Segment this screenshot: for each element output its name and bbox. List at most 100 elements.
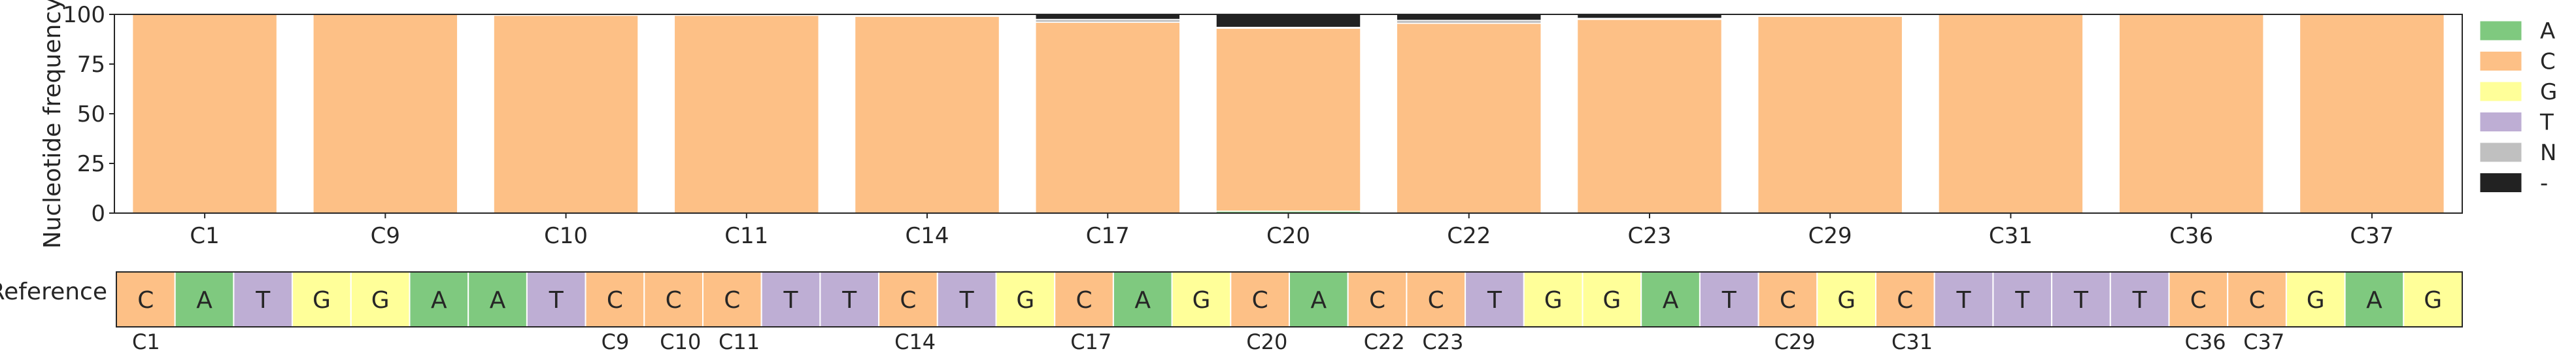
x-tick-label: C14: [906, 223, 949, 249]
bar-C37-C: [2299, 14, 2445, 214]
legend-label: A: [2540, 18, 2555, 44]
legend-swatch: [2479, 112, 2522, 132]
reference-base: T: [1956, 287, 1972, 314]
y-axis: 0 25 50 75 100: [63, 2, 114, 227]
reference-base: G: [1192, 287, 1210, 314]
y-tick-label: 0: [91, 201, 105, 227]
x-tick-label: C10: [544, 223, 588, 249]
legend-label: T: [2539, 110, 2554, 136]
reference-base: A: [490, 287, 506, 314]
reference-base: T: [549, 287, 564, 314]
x-axis: C1 C9 C10 C11 C14 C17 C20 C22 C23 C29 C31 C36 C37: [190, 213, 2394, 249]
reference-cell: [1992, 271, 2053, 328]
reference-base: G: [2307, 287, 2325, 314]
reference-position-label: C1: [132, 329, 160, 353]
legend-swatch: [2479, 173, 2522, 193]
reference-base: C: [1369, 287, 1385, 314]
reference-cell: [467, 271, 528, 328]
bar-C23-C: [1576, 18, 1723, 214]
reference-cell: [819, 271, 880, 328]
reference-base: A: [431, 287, 447, 314]
reference-base: C: [2190, 287, 2207, 314]
x-tick-label: C22: [1447, 223, 1491, 249]
y-tick-label: 25: [77, 151, 105, 177]
bar-C10-C: [493, 14, 639, 214]
x-tick-label: C23: [1627, 223, 1671, 249]
x-tick-label: C17: [1086, 223, 1130, 249]
legend-swatch: [2479, 142, 2522, 163]
reference-base: C: [1252, 287, 1268, 314]
reference-cell: [1933, 271, 1994, 328]
reference-cell: [409, 271, 469, 328]
x-tick-label: C29: [1808, 223, 1852, 249]
bar-plot: [131, 14, 2445, 214]
reference-position-labels: C1 C9 C10 C11 C14 C17 C20 C22 C23 C29 C31 C36 C37: [132, 329, 2284, 353]
bar-C17-gap: [1035, 14, 1181, 20]
bar-C29-C: [1757, 16, 1903, 214]
reference-cell: [2227, 271, 2287, 328]
reference-cell: [1347, 271, 1408, 328]
legend-swatch: [2479, 51, 2522, 71]
plot-frame: [114, 14, 2463, 214]
bar-C14-C: [854, 16, 1000, 214]
reference-cell: [1699, 271, 1759, 328]
x-tick-label: C9: [371, 223, 400, 249]
reference-cell: [1112, 271, 1173, 328]
reference-base: G: [371, 287, 390, 314]
reference-base: A: [196, 287, 212, 314]
reference-cell: [2168, 271, 2229, 328]
y-tick-label: 75: [77, 52, 105, 78]
reference-base: T: [2073, 287, 2089, 314]
bar-C20-C: [1215, 27, 1361, 212]
reference-cell: [1230, 271, 1291, 328]
x-tick-label: C1: [190, 223, 219, 249]
bar-C22-gap: [1396, 14, 1542, 21]
reference-base: T: [841, 287, 857, 314]
reference-base: C: [1780, 287, 1796, 314]
reference-position-label: C37: [2243, 329, 2284, 353]
reference-base: C: [1428, 287, 1444, 314]
legend-label: G: [2540, 79, 2557, 105]
reference-base: T: [959, 287, 975, 314]
reference-base: T: [255, 287, 271, 314]
y-tick-label: 50: [77, 101, 105, 127]
reference-base: G: [1837, 287, 1856, 314]
reference-base: G: [1544, 287, 1563, 314]
x-tick-label: C37: [2350, 223, 2394, 249]
bar-C1-C: [131, 14, 278, 214]
reference-cell: [2285, 271, 2346, 328]
bar-C9-C: [313, 14, 458, 214]
reference-base: T: [2014, 287, 2030, 314]
reference-base: G: [1016, 287, 1034, 314]
reference-base: G: [2424, 287, 2442, 314]
reference-base: C: [724, 287, 740, 314]
reference-cell: [233, 271, 294, 328]
reference-position-label: C14: [894, 329, 936, 353]
reference-base: T: [1721, 287, 1737, 314]
bar-C22-C: [1396, 22, 1542, 214]
reference-base: C: [1897, 287, 1913, 314]
reference-cell: [878, 271, 938, 328]
bar-C17-C: [1035, 22, 1181, 214]
x-tick-label: C20: [1266, 223, 1310, 249]
reference-base: C: [666, 287, 682, 314]
reference-base: A: [1134, 287, 1151, 314]
reference-cell: [1406, 271, 1466, 328]
reference-position-label: C31: [1891, 329, 1933, 353]
reference-position-label: C36: [2185, 329, 2226, 353]
reference-base: A: [2366, 287, 2382, 314]
bar-C31-C: [1938, 14, 2084, 214]
reference-position-label: C20: [1246, 329, 1287, 353]
legend-swatch: [2479, 81, 2522, 102]
reference-base: C: [1076, 287, 1092, 314]
bar-C11-C: [673, 14, 820, 214]
reference-base: C: [607, 287, 623, 314]
reference-base: T: [2132, 287, 2148, 314]
reference-base: G: [313, 287, 331, 314]
bar-C36-C: [2118, 14, 2264, 214]
reference-base: C: [137, 287, 154, 314]
reference-base: T: [783, 287, 799, 314]
